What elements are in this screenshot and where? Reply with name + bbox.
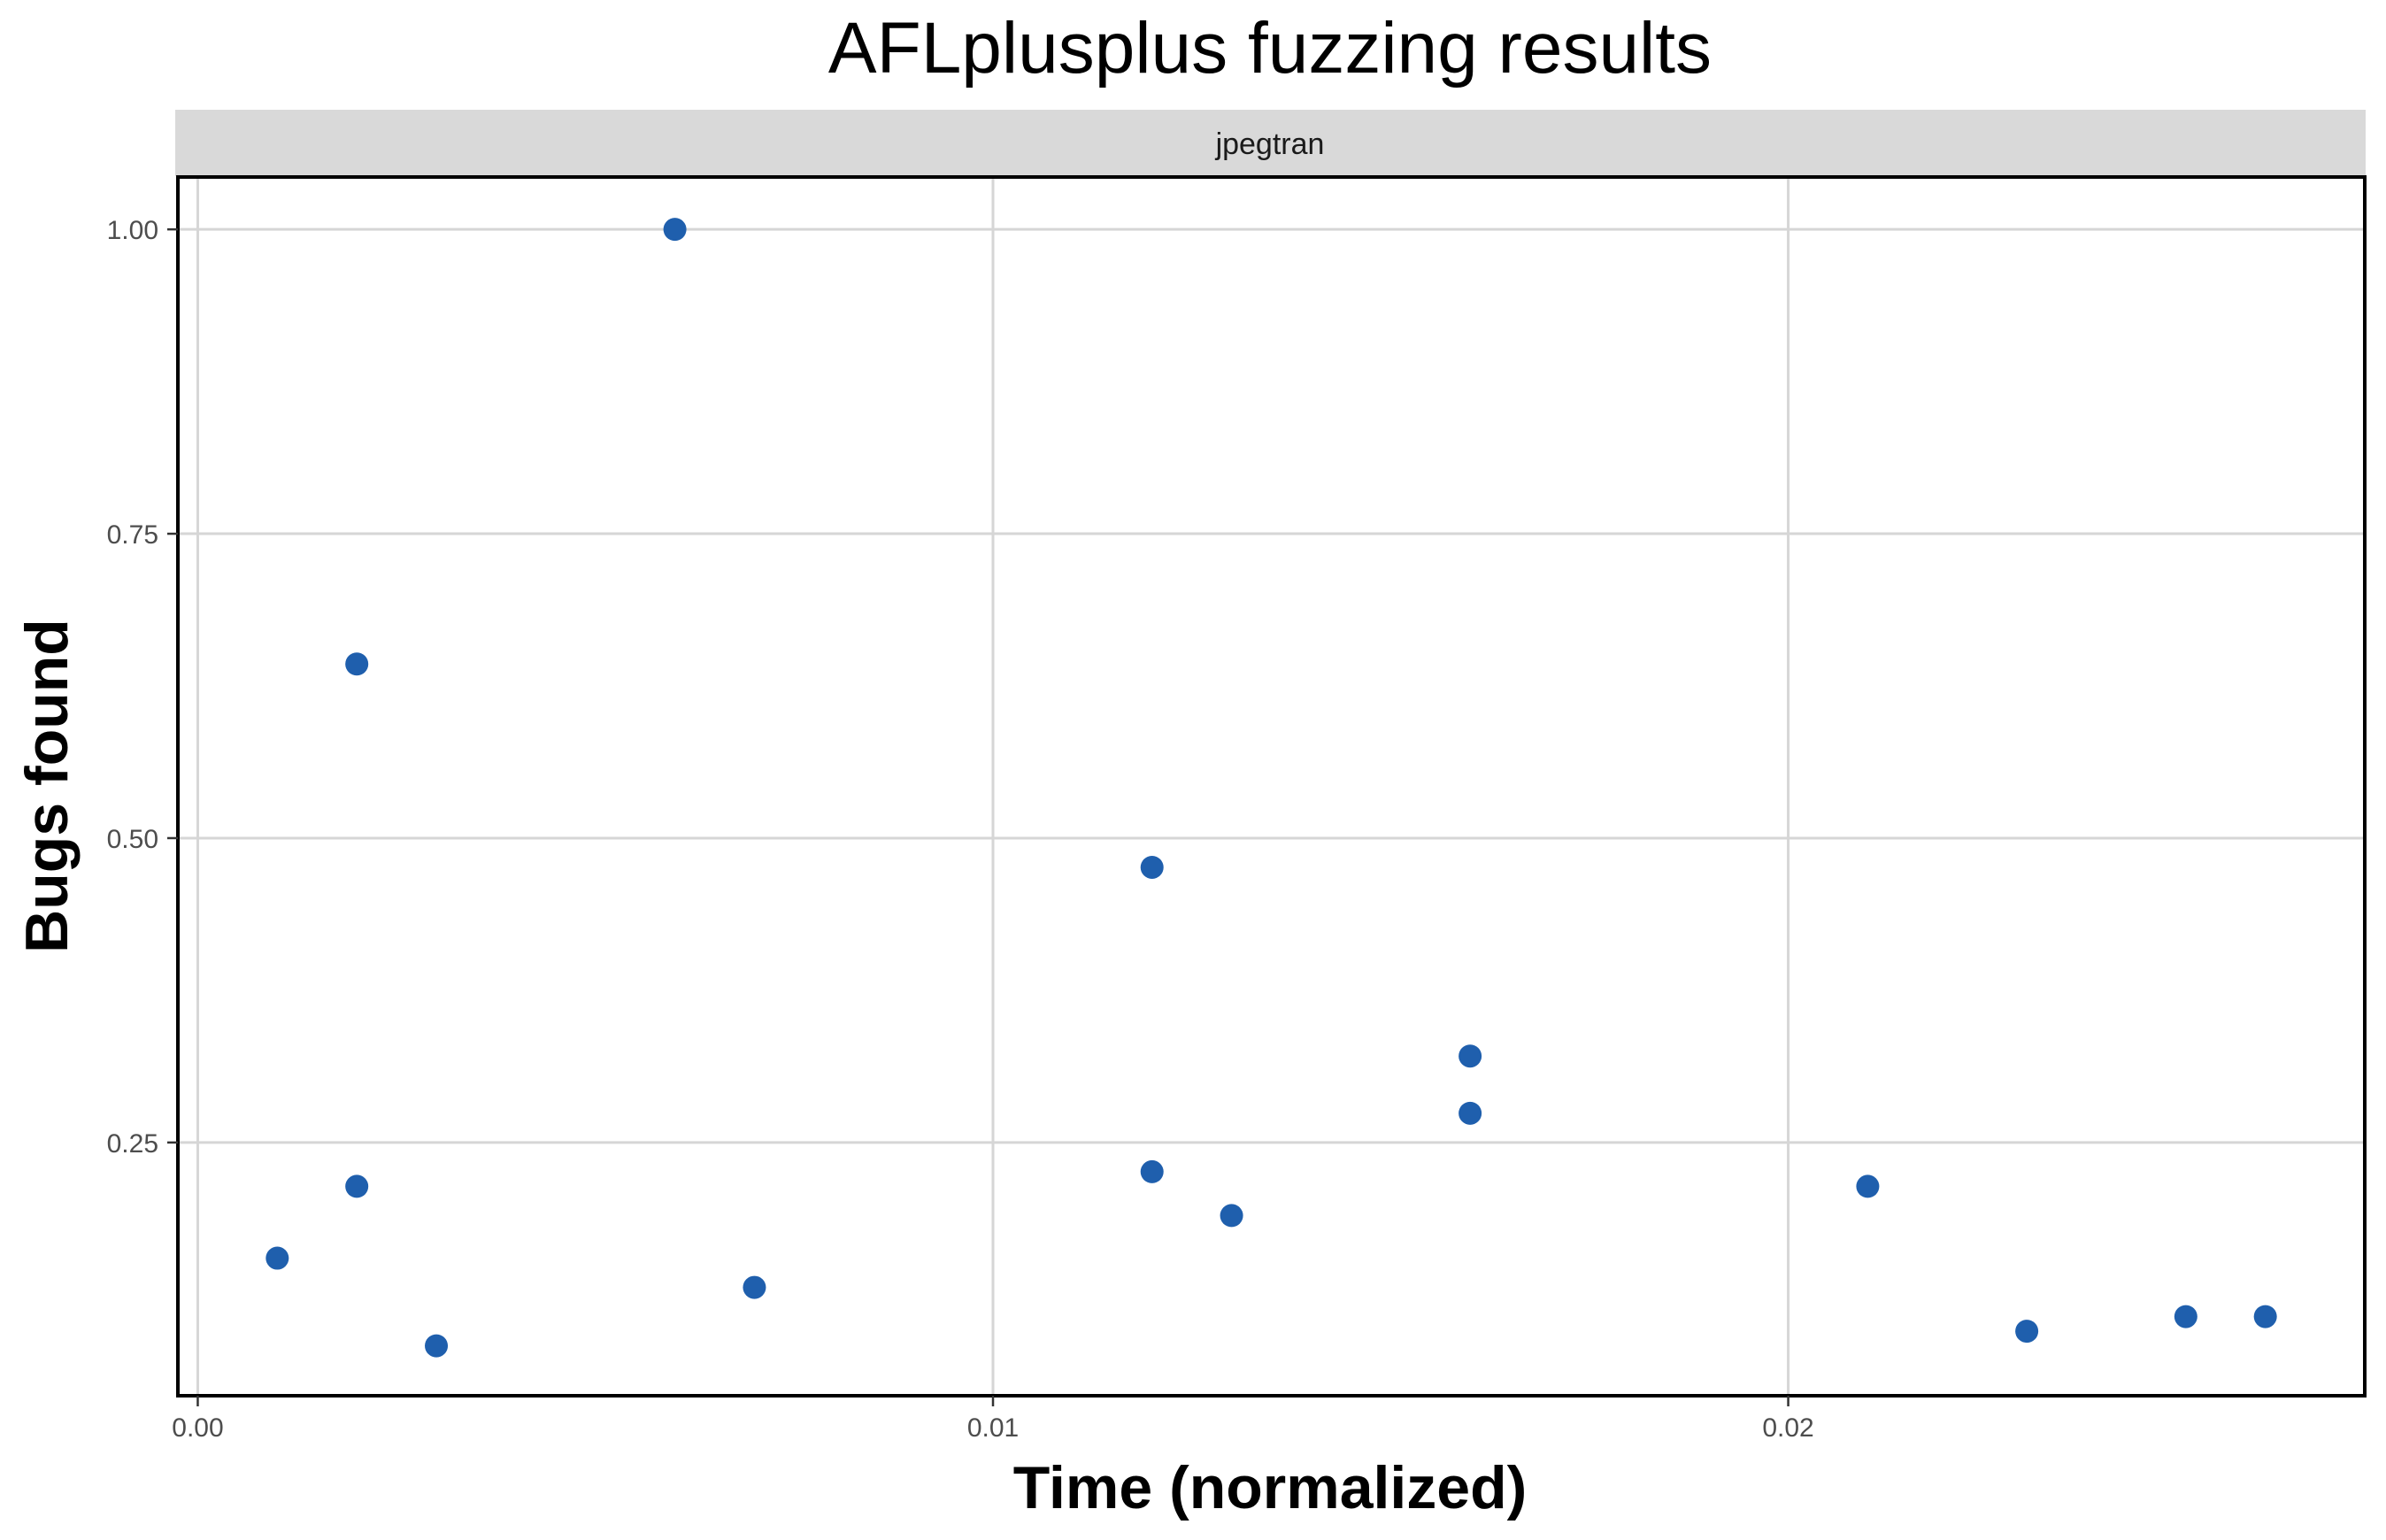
- data-point: [2253, 1305, 2277, 1328]
- y-axis-ticks: 0.25 0.50 0.75 1.00: [107, 216, 178, 1159]
- plot-panel: [178, 177, 2365, 1396]
- y-axis-title: Bugs found: [13, 619, 81, 953]
- data-point: [345, 1174, 369, 1198]
- data-point: [2174, 1305, 2197, 1328]
- data-point: [345, 652, 369, 676]
- data-point: [1220, 1204, 1243, 1228]
- y-tick-label: 1.00: [107, 216, 158, 245]
- data-point: [1140, 1159, 1164, 1183]
- data-point: [1459, 1101, 1482, 1125]
- data-point: [1856, 1174, 1880, 1198]
- data-point: [2015, 1320, 2039, 1344]
- x-axis-ticks: 0.00 0.01 0.02: [172, 1396, 1814, 1443]
- data-point: [663, 218, 687, 242]
- y-tick-label: 0.50: [107, 825, 158, 854]
- data-point: [743, 1275, 766, 1299]
- chart-title: AFLplusplus fuzzing results: [828, 8, 1712, 89]
- gridlines: [178, 177, 2365, 1396]
- y-tick-label: 0.25: [107, 1129, 158, 1159]
- data-points: [266, 218, 2277, 1358]
- facet-label: jpegtran: [1215, 127, 1325, 161]
- x-tick-label: 0.02: [1762, 1413, 1813, 1443]
- data-point: [1459, 1044, 1482, 1068]
- y-tick-label: 0.75: [107, 520, 158, 550]
- facet-strip: [175, 110, 2366, 176]
- data-point: [425, 1334, 449, 1358]
- data-point: [266, 1246, 289, 1270]
- panel-border: [176, 175, 2367, 1398]
- x-tick-label: 0.01: [967, 1413, 1019, 1443]
- x-axis-title: Time (normalized): [1013, 1454, 1528, 1521]
- data-point: [1140, 855, 1164, 879]
- x-tick-label: 0.00: [172, 1413, 223, 1443]
